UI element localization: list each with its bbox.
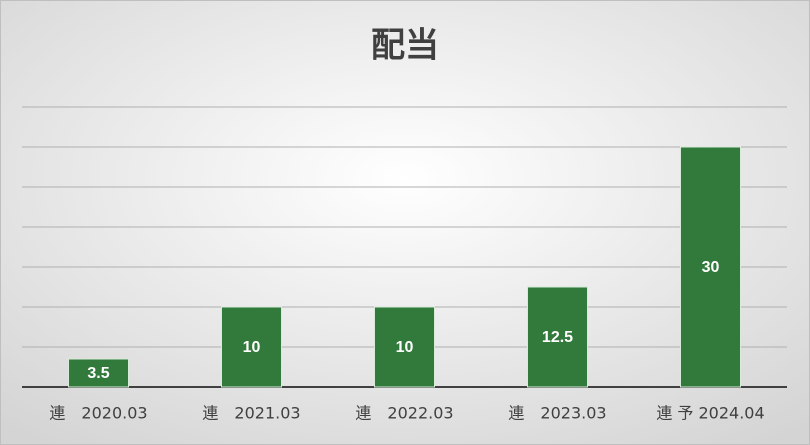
value-label: 3.5 [87,365,109,382]
x-tick-label: 連 2023.03 [508,404,606,423]
x-tick-label: 連 2022.03 [355,404,453,423]
x-tick-label: 連 2020.03 [49,404,147,423]
bar [527,286,588,388]
value-label: 30 [702,259,720,276]
value-label: 10 [396,339,414,356]
bar [374,306,435,388]
x-tick-label: 連 2021.03 [202,404,300,423]
value-label: 12.5 [542,329,573,346]
chart-title: 配当 [371,26,439,66]
x-tick-label: 連 予 2024.04 [656,404,764,423]
bar [680,146,741,388]
value-label: 10 [243,339,261,356]
bar [68,358,129,388]
bar [221,306,282,388]
